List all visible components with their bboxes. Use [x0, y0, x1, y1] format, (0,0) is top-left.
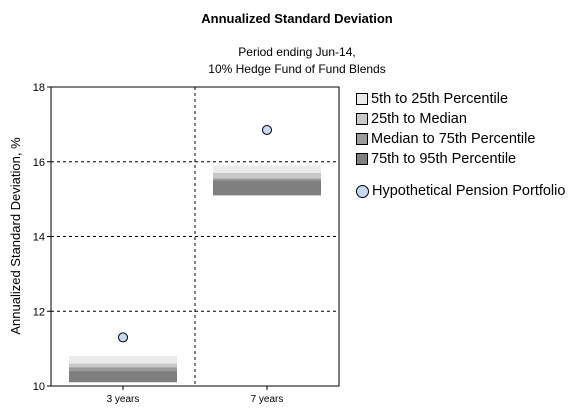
bar-median-to-75th-percentile-1: [213, 178, 321, 181]
legend-item-p25-median: 25th to Median: [356, 109, 565, 129]
legend-label: 5th to 25th Percentile: [371, 91, 509, 107]
legend-marker-circle: [356, 184, 369, 198]
portfolio-marker-0: [118, 332, 128, 343]
percentile-bars: [69, 165, 321, 383]
bar-5th-to-25th-percentile-0: [69, 356, 177, 364]
bar-5th-to-25th-percentile-1: [213, 165, 321, 173]
legend-label: 25th to Median: [371, 111, 467, 127]
chart-subtitle-line1: Period ending Jun-14,: [238, 45, 355, 59]
y-axis-ticks: 10 12 14 16 18: [33, 82, 51, 393]
x-tick-label: 3 years: [107, 394, 140, 405]
y-tick-label: 16: [33, 157, 45, 169]
legend-label: 75th to 95th Percentile: [371, 151, 517, 167]
legend-item-p5-25: 5th to 25th Percentile: [356, 89, 565, 109]
legend-item-p75-95: 75th to 95th Percentile: [356, 149, 565, 169]
y-tick-label: 14: [33, 232, 45, 244]
portfolio-markers: [118, 124, 272, 343]
y-tick-label: 10: [33, 381, 45, 393]
legend: 5th to 25th Percentile 25th to Median Me…: [356, 89, 565, 201]
chart-title: Annualized Standard Deviation: [201, 11, 392, 26]
legend-item-portfolio: Hypothetical Pension Portfolio: [356, 181, 565, 201]
legend-swatch: [356, 93, 368, 105]
legend-swatch: [356, 113, 368, 125]
x-axis-ticks: 3 years 7 years: [107, 386, 284, 405]
grid: [51, 87, 339, 386]
legend-swatch: [356, 153, 368, 165]
y-tick-label: 18: [33, 82, 45, 94]
bar-25th-to-median-0: [69, 363, 177, 368]
legend-label: Hypothetical Pension Portfolio: [372, 183, 566, 199]
x-tick-label: 7 years: [251, 394, 284, 405]
legend-item-median-p75: Median to 75th Percentile: [356, 129, 565, 149]
portfolio-marker-1: [262, 124, 272, 135]
bar-median-to-75th-percentile-0: [69, 367, 177, 372]
bar-75th-to-95th-percentile-1: [213, 180, 321, 196]
legend-label: Median to 75th Percentile: [371, 131, 536, 147]
legend-swatch: [356, 133, 368, 145]
chart-subtitle-line2: 10% Hedge Fund of Fund Blends: [208, 62, 385, 76]
y-axis-label: Annualized Standard Deviation, %: [8, 137, 23, 335]
bar-25th-to-median-1: [213, 172, 321, 179]
bar-75th-to-95th-percentile-0: [69, 371, 177, 383]
y-tick-label: 12: [33, 306, 45, 318]
